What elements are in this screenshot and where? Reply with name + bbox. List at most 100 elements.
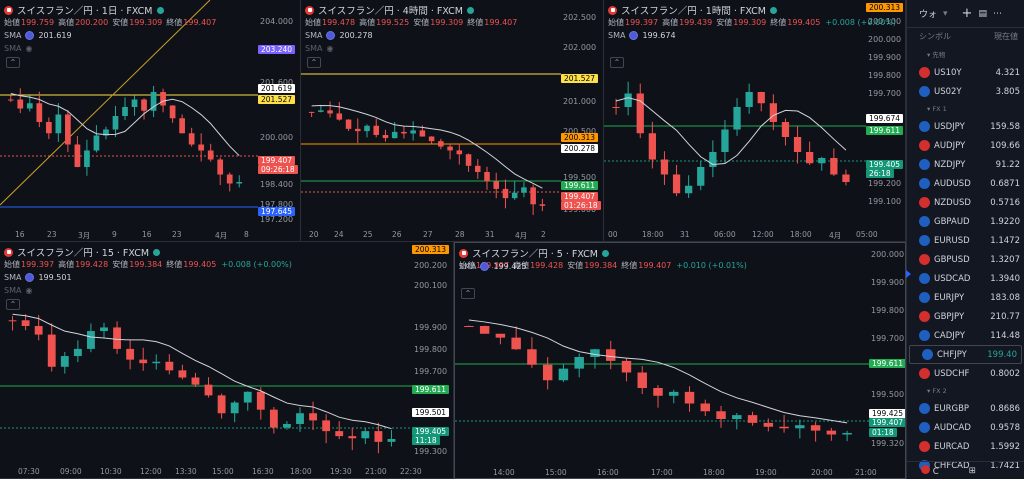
currency-flag-icon xyxy=(919,86,930,97)
candle-body xyxy=(716,411,726,419)
add-symbol-button[interactable]: + xyxy=(961,6,973,21)
chart-title[interactable]: スイスフラン／円 · 1日 · FXCM xyxy=(4,3,164,17)
chart-title[interactable]: スイスフラン／円 · 4時間 · FXCM xyxy=(305,3,474,17)
watchlist-row[interactable]: US02Y 3.805 xyxy=(907,82,1024,101)
swiss-flag-icon xyxy=(4,5,13,15)
more-icon[interactable]: ⋯ xyxy=(992,8,1002,19)
footer-symbol[interactable]: C xyxy=(921,464,939,477)
watchlist-row[interactable]: AUDCAD 0.9578 xyxy=(907,418,1024,437)
chart-canvas[interactable] xyxy=(0,242,454,479)
sma-legend[interactable]: SMA 201.619 xyxy=(4,31,72,40)
eye-icon[interactable]: ◉ xyxy=(25,286,33,295)
currency-flag-icon xyxy=(919,235,930,246)
sma-legend-2[interactable]: SMA ◉ xyxy=(4,286,32,295)
collapse-legend-button[interactable]: ⌃ xyxy=(610,57,624,68)
watchlist-row[interactable]: AUDUSD 0.6871 xyxy=(907,174,1024,193)
grid-icon[interactable]: ⊞ xyxy=(968,465,976,476)
time-axis-label: 00 xyxy=(608,230,618,239)
candle-body xyxy=(243,391,252,403)
price-axis-label: 200.100 xyxy=(868,17,902,26)
watchlist-row[interactable]: USDCAD 1.3940 xyxy=(907,269,1024,288)
collapse-legend-button[interactable]: ⌃ xyxy=(6,57,20,68)
watchlist-row[interactable]: US10Y 4.321 xyxy=(907,63,1024,82)
column-symbol[interactable]: シンボル xyxy=(919,32,951,41)
price-tag: 09:26:18 xyxy=(258,165,298,174)
chart-canvas[interactable] xyxy=(455,243,906,479)
chart-canvas[interactable] xyxy=(0,0,301,242)
chart-panel-1h[interactable]: 200.100200.000199.900199.800199.700199.5… xyxy=(604,0,906,242)
chart-panel-daily[interactable]: 204.000202.800201.600200.000198.400197.8… xyxy=(0,0,301,242)
chart-canvas[interactable] xyxy=(604,0,906,242)
sma-legend-2[interactable]: SMA ◉ xyxy=(4,44,32,53)
currency-flag-icon xyxy=(919,441,930,452)
watchlist-row[interactable]: CHFJPY 199.40 xyxy=(909,345,1022,364)
watchlist-row[interactable]: NZDJPY 91.22 xyxy=(907,155,1024,174)
watchlist-row[interactable]: EURCAD 1.5992 xyxy=(907,437,1024,456)
symbol-price: 1.3940 xyxy=(990,273,1020,284)
time-axis-label: 18:00 xyxy=(642,230,664,239)
candle-body xyxy=(574,357,584,369)
symbol-price: 199.40 xyxy=(987,349,1017,360)
chart-panel-15m[interactable]: 200.200 200.100 199.900 199.800 199.700 199.6… xyxy=(0,242,454,479)
chart-title[interactable]: スイスフラン／円 · 1時間 · FXCM xyxy=(608,3,777,17)
eye-icon[interactable]: ◉ xyxy=(326,44,334,53)
watchlist-row[interactable]: AUDJPY 109.66 xyxy=(907,136,1024,155)
symbol-price: 183.08 xyxy=(990,292,1020,303)
settings-icon[interactable] xyxy=(326,31,336,40)
watchlist-row[interactable]: EURJPY 183.08 xyxy=(907,288,1024,307)
candle-body xyxy=(464,326,474,327)
watchlist-row[interactable]: CADJPY 114.48 xyxy=(907,326,1024,345)
watchlist-row[interactable]: GBPUSD 1.3207 xyxy=(907,250,1024,269)
watchlist-row[interactable]: NZDUSD 0.5716 xyxy=(907,193,1024,212)
watchlist-row[interactable]: USDCHF 0.8002 xyxy=(907,364,1024,383)
candle-body xyxy=(757,92,765,104)
chart-title[interactable]: スイスフラン／円 · 15 · FXCM xyxy=(4,245,161,259)
column-price[interactable]: 現在値 xyxy=(994,32,1018,41)
symbol-name: US02Y xyxy=(934,86,962,97)
candle-body xyxy=(495,333,506,338)
chart-panel-4h[interactable]: 202.500202.000201.000200.500199.500199.0… xyxy=(301,0,604,242)
collapse-legend-button[interactable]: ⌃ xyxy=(307,57,321,68)
currency-flag-icon xyxy=(919,330,930,341)
price-tag: 200.313 xyxy=(866,3,904,12)
watchlist-row[interactable]: EURUSD 1.1472 xyxy=(907,231,1024,250)
sma-legend-2[interactable]: SMA ◉ xyxy=(305,44,333,53)
chart-canvas[interactable] xyxy=(301,0,604,242)
columns-icon[interactable]: ▤ xyxy=(978,8,987,19)
watchlist-title[interactable]: ウォ xyxy=(919,10,938,20)
settings-icon[interactable] xyxy=(25,31,35,40)
settings-icon[interactable] xyxy=(25,273,35,282)
candle-body xyxy=(26,103,33,109)
sma-legend[interactable]: SMA 199.674 xyxy=(608,31,676,40)
time-axis-label: 4月 xyxy=(215,231,228,240)
eye-icon[interactable]: ◉ xyxy=(25,44,33,53)
symbol-name: EURJPY xyxy=(934,292,965,303)
settings-icon[interactable] xyxy=(480,262,490,271)
watchlist-row[interactable]: USDJPY 159.58 xyxy=(907,117,1024,136)
symbol-name: USDCAD xyxy=(934,273,971,284)
watchlist-section[interactable]: ▾ FX 2 xyxy=(927,387,947,395)
sma-legend[interactable]: SMA 199.501 xyxy=(4,273,72,282)
time-axis-label: 16 xyxy=(15,230,25,239)
chevron-down-icon[interactable]: ▾ xyxy=(943,8,948,19)
settings-icon[interactable] xyxy=(629,31,639,40)
sma-legend[interactable]: SMA 199.425 xyxy=(459,262,527,271)
watchlist-row[interactable]: GBPAUD 1.9220 xyxy=(907,212,1024,231)
watchlist-row[interactable]: EURGBP 0.8686 xyxy=(907,399,1024,418)
watchlist-row[interactable]: GBPJPY 210.77 xyxy=(907,307,1024,326)
price-tag: 200.278 xyxy=(561,144,599,153)
collapse-legend-button[interactable]: ⌃ xyxy=(6,299,20,310)
sma-legend[interactable]: SMA 200.278 xyxy=(305,31,373,40)
time-axis-label: 16 xyxy=(142,230,152,239)
time-axis-label: 20:00 xyxy=(811,468,833,477)
watchlist-section[interactable]: ▾ 先物 xyxy=(927,51,946,59)
chart-title[interactable]: スイスフラン／円 · 5 · FXCM xyxy=(459,246,609,260)
chart-panel-5m[interactable]: 200.000 199.900 199.800 199.700 199.500 199.4… xyxy=(454,242,906,479)
candle-body xyxy=(669,391,679,396)
currency-flag-icon xyxy=(919,159,930,170)
watchlist-section[interactable]: ▾ FX 1 xyxy=(927,105,947,113)
collapse-legend-button[interactable]: ⌃ xyxy=(461,288,475,299)
price-tag: 199.611 xyxy=(866,126,904,135)
ohlc-readout: 始値199.397 高値199.439 安値199.309 終値199.405 +0.0… xyxy=(608,18,896,27)
price-tag: 199.407 xyxy=(258,156,296,165)
